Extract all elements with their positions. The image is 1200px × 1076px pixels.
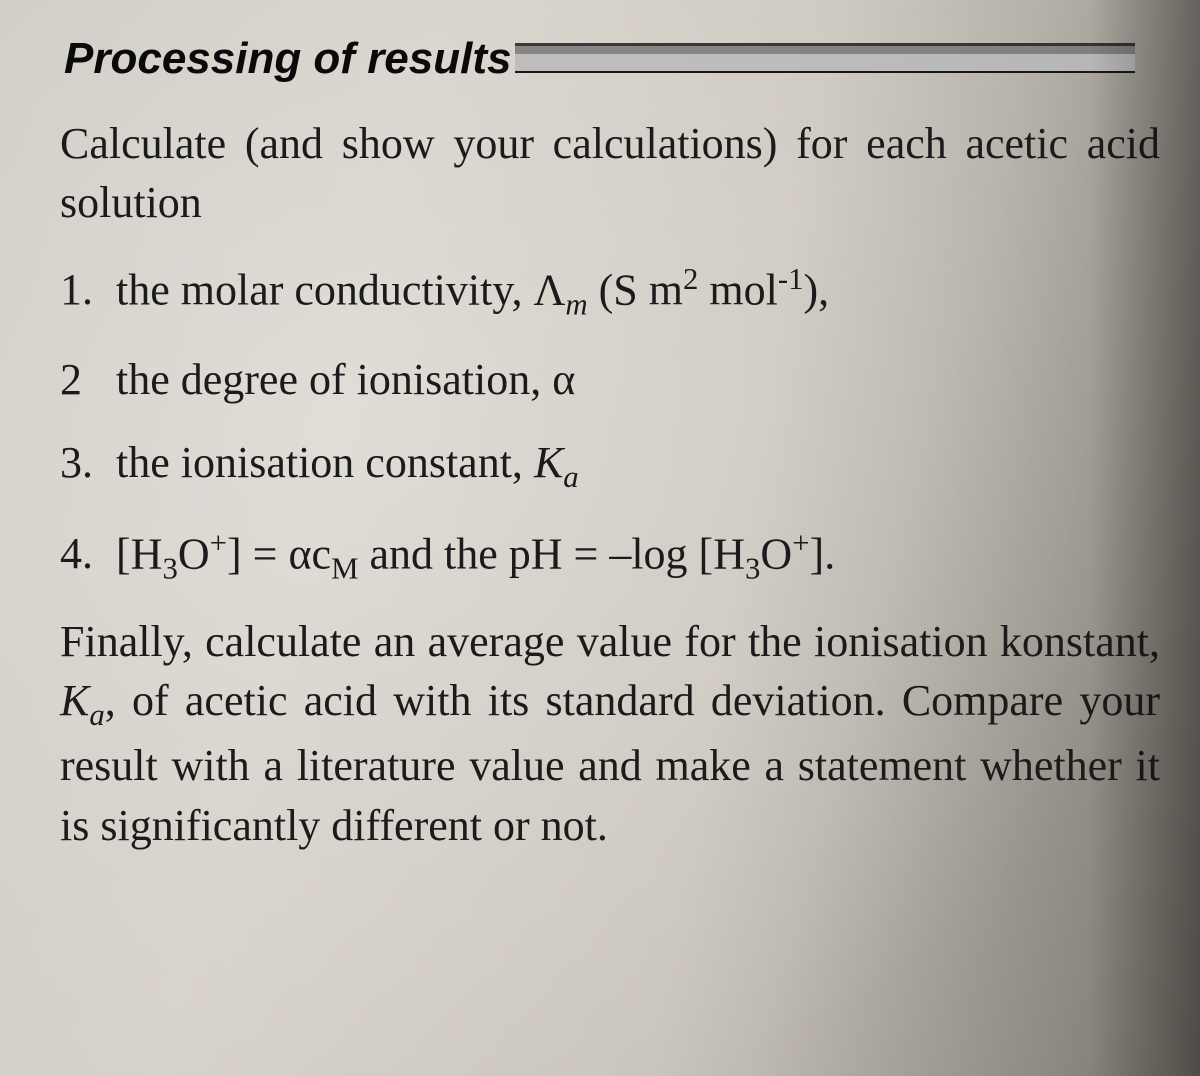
heading-rule (515, 43, 1135, 73)
list-item: 1. the molar conductivity, Λm (S m2 mol-… (60, 259, 1160, 326)
list-item: 3. the ionisation constant, Ka (60, 433, 1160, 498)
item-text: the molar conductivity, Λm (S m2 mol-1), (116, 259, 829, 326)
list-item: 2 the degree of ionisation, α (60, 350, 1160, 409)
list-item: 4. [H3O+] = αcM and the pH = –log [H3O+]… (60, 523, 1160, 590)
section-heading: Processing of results (60, 30, 521, 86)
ordered-list: 1. the molar conductivity, Λm (S m2 mol-… (60, 259, 1160, 590)
item-number: 1. (60, 260, 116, 319)
item-number: 3. (60, 433, 116, 492)
item-text: [H3O+] = αcM and the pH = –log [H3O+]. (116, 523, 835, 590)
intro-paragraph: Calculate (and show your calculations) f… (60, 114, 1160, 233)
page: Processing of results Calculate (and sho… (0, 0, 1200, 1076)
item-text: the ionisation constant, Ka (116, 433, 579, 498)
final-paragraph: Finally, calculate an average value for … (60, 612, 1160, 856)
heading-row: Processing of results (60, 30, 1160, 86)
item-number: 2 (60, 350, 116, 409)
item-number: 4. (60, 524, 116, 583)
item-text: the degree of ionisation, α (116, 350, 575, 409)
